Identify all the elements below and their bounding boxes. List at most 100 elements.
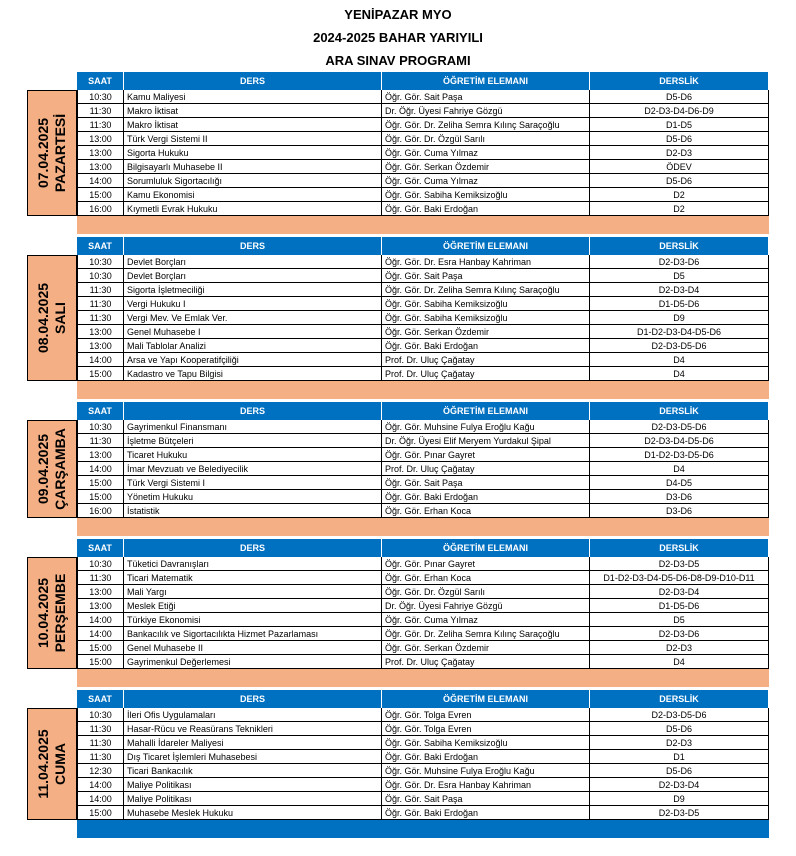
room-cell: D5-D6 [590,174,769,188]
course-cell: Genel Muhasebe II [124,641,382,655]
time-cell: 13:00 [77,585,124,599]
room-cell: D1-D2-D3-D5-D6 [590,448,769,462]
course-cell: Mali Tablolar Analizi [124,339,382,353]
course-cell: Mahalli İdareler Maliyesi [124,736,382,750]
column-header: DERS [124,237,382,255]
day-label: 08.04.2025 SALI [35,283,69,353]
course-cell: Devlet Borçları [124,255,382,269]
room-cell: D5-D6 [590,90,769,104]
time-cell: 10:30 [77,90,124,104]
time-cell: 14:00 [77,462,124,476]
instructor-cell: Öğr. Gör. Sabiha Kemiksizoğlu [382,188,590,202]
room-cell: D2-D3-D5-D6 [590,708,769,722]
room-cell: D9 [590,792,769,806]
time-cell: 13:00 [77,325,124,339]
time-cell: 16:00 [77,504,124,518]
column-header: SAAT [77,402,124,420]
instructor-cell: Öğr. Gör. Tolga Evren [382,722,590,736]
course-cell: Muhasebe Meslek Hukuku [124,806,382,820]
instructor-cell: Öğr. Gör. Sabiha Kemiksizoğlu [382,311,590,325]
room-cell: D2-D3-D4-D6-D9 [590,104,769,118]
day-label: 10.04.2025 PERŞEMBE [35,574,69,653]
title-line: YENİPAZAR MYO [344,7,452,22]
course-cell: Türkiye Ekonomisi [124,613,382,627]
instructor-cell: Öğr. Gör. Tolga Evren [382,708,590,722]
course-cell: Maliye Politikası [124,792,382,806]
time-cell: 11:30 [77,311,124,325]
time-cell: 11:30 [77,283,124,297]
day-name: SALI [52,302,68,334]
instructor-cell: Öğr. Gör. Baki Erdoğan [382,490,590,504]
time-cell: 15:00 [77,188,124,202]
course-cell: Bankacılık ve Sigortacılıkta Hizmet Paza… [124,627,382,641]
course-cell: Kamu Ekonomisi [124,188,382,202]
time-cell: 11:30 [77,722,124,736]
room-cell: D2-D3-D5-D6 [590,420,769,434]
course-cell: Ticaret Hukuku [124,448,382,462]
time-cell: 14:00 [77,778,124,792]
instructor-cell: Dr. Öğr. Üyesi Fahriye Gözgü [382,599,590,613]
instructor-cell: Öğr. Gör. Baki Erdoğan [382,202,590,216]
time-cell: 13:00 [77,146,124,160]
instructor-cell: Prof. Dr. Uluç Çağatay [382,353,590,367]
separator-bar [77,518,769,536]
day-name: CUMA [52,743,68,786]
time-cell: 13:00 [77,160,124,174]
time-cell: 11:30 [77,736,124,750]
separator-bar [77,381,769,399]
time-cell: 15:00 [77,806,124,820]
room-cell: D1-D2-D3-D4-D5-D6-D8-D9-D10-D11 [590,571,769,585]
room-cell: D2-D3-D4 [590,283,769,297]
day-label: 11.04.2025 CUMA [35,729,69,798]
instructor-cell: Öğr. Gör. Dr. Özgül Sarılı [382,585,590,599]
course-cell: Kamu Maliyesi [124,90,382,104]
instructor-cell: Öğr. Gör. Muhsine Fulya Eroğlu Kağu [382,764,590,778]
room-cell: ÖDEV [590,160,769,174]
instructor-cell: Dr. Öğr. Üyesi Elif Meryem Yurdakul Şipa… [382,434,590,448]
day-label: 09.04.2025 ÇARŞAMBA [35,428,69,510]
title-line: 2024-2025 BAHAR YARIYILI [313,30,483,45]
room-cell: D3-D6 [590,490,769,504]
course-cell: Mali Yargı [124,585,382,599]
room-cell: D4 [590,353,769,367]
course-cell: Devlet Borçları [124,269,382,283]
day-date: 08.04.2025 [35,282,51,354]
instructor-cell: Öğr. Gör. Dr. Zeliha Semra Kılınç Saraço… [382,283,590,297]
instructor-cell: Prof. Dr. Uluç Çağatay [382,655,590,669]
instructor-cell: Öğr. Gör. Serkan Özdemir [382,325,590,339]
course-cell: Arsa ve Yapı Kooperatifçiliği [124,353,382,367]
time-cell: 10:30 [77,269,124,283]
time-cell: 13:00 [77,339,124,353]
course-cell: Gayrimenkul Değerlemesi [124,655,382,669]
day-date: 11.04.2025 [35,729,51,799]
course-cell: Dış Ticaret İşlemleri Muhasebesi [124,750,382,764]
column-header: SAAT [77,72,124,90]
day-label-box: 08.04.2025 SALI [27,255,77,381]
day-name: ÇARŞAMBA [52,428,68,510]
course-cell: Ticari Matematik [124,571,382,585]
day-date: 09.04.2025 [35,433,51,505]
time-cell: 10:30 [77,420,124,434]
day-name: PAZARTESİ [52,113,68,193]
instructor-cell: Öğr. Gör. Sait Paşa [382,269,590,283]
instructor-cell: Öğr. Gör. Serkan Özdemir [382,641,590,655]
instructor-cell: Öğr. Gör. Erhan Koca [382,571,590,585]
time-cell: 10:30 [77,255,124,269]
course-cell: Sorumluluk Sigortacılığı [124,174,382,188]
time-cell: 15:00 [77,655,124,669]
title-line: ARA SINAV PROGRAMI [325,53,471,68]
column-header: DERSLİK [590,690,769,708]
instructor-cell: Öğr. Gör. Sait Paşa [382,90,590,104]
course-cell: Tüketici Davranışları [124,557,382,571]
room-cell: D5 [590,269,769,283]
time-cell: 12:30 [77,764,124,778]
column-header: SAAT [77,690,124,708]
instructor-cell: Öğr. Gör. Baki Erdoğan [382,806,590,820]
column-header: ÖĞRETİM ELEMANI [382,237,590,255]
instructor-cell: Öğr. Gör. Sabiha Kemiksizoğlu [382,736,590,750]
room-cell: D5-D6 [590,764,769,778]
course-cell: Hasar-Rücu ve Reasürans Teknikleri [124,722,382,736]
column-header: DERS [124,539,382,557]
instructor-cell: Öğr. Gör. Erhan Koca [382,504,590,518]
